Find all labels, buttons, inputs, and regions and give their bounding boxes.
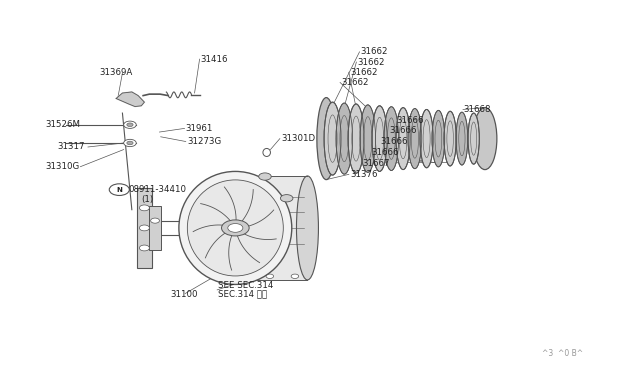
Ellipse shape [317, 97, 336, 180]
Bar [232, 176, 307, 280]
Text: SEE SEC.314: SEE SEC.314 [218, 280, 274, 290]
Text: N: N [116, 187, 122, 193]
Ellipse shape [473, 108, 497, 170]
Text: 31526M: 31526M [45, 120, 80, 129]
Ellipse shape [432, 110, 445, 167]
Ellipse shape [372, 106, 387, 171]
Ellipse shape [336, 103, 353, 174]
Text: 31310G: 31310G [45, 162, 79, 171]
Circle shape [124, 121, 136, 128]
Ellipse shape [408, 109, 422, 169]
Text: 31668: 31668 [463, 105, 490, 114]
Text: 31666: 31666 [389, 126, 417, 135]
Ellipse shape [296, 176, 319, 280]
Text: 31667: 31667 [363, 158, 390, 167]
Text: 31662: 31662 [360, 47, 388, 56]
Circle shape [291, 274, 299, 279]
Ellipse shape [468, 113, 479, 164]
Text: 31662: 31662 [350, 68, 378, 77]
Text: 31317: 31317 [58, 142, 85, 151]
Ellipse shape [348, 104, 364, 173]
Circle shape [140, 205, 149, 211]
Ellipse shape [456, 112, 468, 165]
Ellipse shape [263, 148, 271, 157]
Circle shape [109, 184, 129, 195]
Ellipse shape [444, 111, 456, 166]
Text: 31666: 31666 [371, 148, 399, 157]
Circle shape [124, 140, 136, 147]
Text: 31273G: 31273G [187, 137, 221, 146]
Circle shape [228, 224, 243, 232]
Ellipse shape [396, 108, 410, 170]
Circle shape [140, 225, 149, 231]
Text: SEC.314 参照: SEC.314 参照 [218, 289, 268, 298]
Text: 31961: 31961 [186, 124, 213, 133]
Ellipse shape [324, 102, 341, 175]
Circle shape [140, 245, 149, 251]
Ellipse shape [188, 180, 284, 276]
Ellipse shape [384, 107, 399, 170]
Circle shape [127, 123, 133, 126]
Text: 31376: 31376 [350, 170, 378, 179]
Bar [149, 206, 161, 250]
Text: ^3  ^0 B^: ^3 ^0 B^ [542, 349, 584, 358]
Text: 31662: 31662 [341, 78, 369, 87]
Circle shape [221, 220, 249, 236]
Text: 31666: 31666 [397, 116, 424, 125]
Text: 31662: 31662 [357, 58, 385, 67]
Circle shape [241, 274, 248, 279]
Text: 31416: 31416 [201, 55, 228, 64]
Polygon shape [116, 92, 145, 106]
Text: 31666: 31666 [380, 137, 408, 146]
Ellipse shape [179, 171, 292, 285]
Circle shape [280, 195, 293, 202]
Circle shape [127, 141, 133, 145]
Circle shape [266, 274, 273, 279]
Text: 31369A: 31369A [99, 68, 132, 77]
Bar [136, 188, 152, 268]
Circle shape [259, 173, 271, 180]
Text: 31301D: 31301D [281, 134, 316, 143]
Ellipse shape [420, 109, 433, 168]
Circle shape [150, 218, 159, 223]
Text: 08911-34410: 08911-34410 [129, 185, 187, 194]
Text: 31100: 31100 [171, 290, 198, 299]
Text: (1): (1) [141, 195, 154, 204]
Ellipse shape [360, 105, 376, 172]
